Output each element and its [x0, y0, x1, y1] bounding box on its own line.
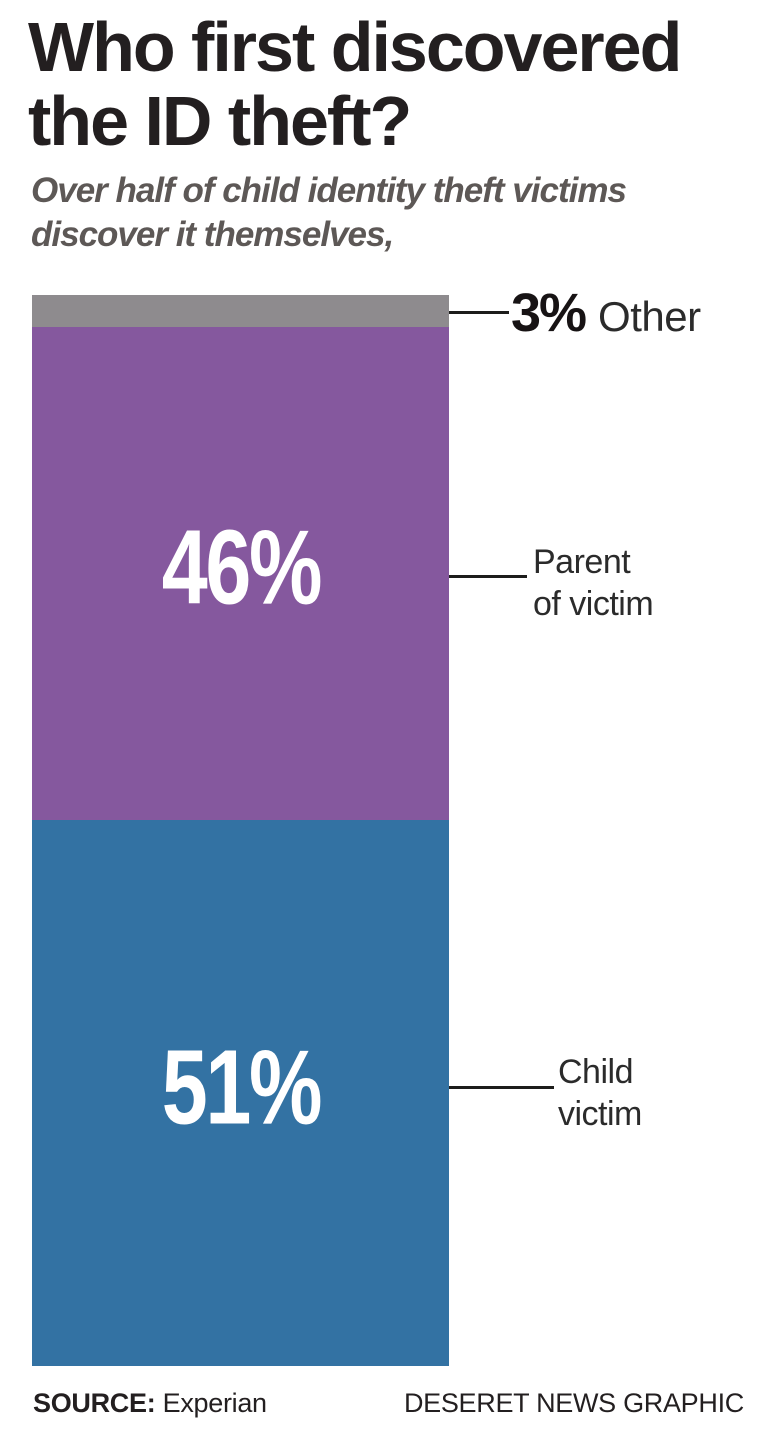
stacked-bar: 46% 51% — [32, 295, 449, 1366]
chart-subtitle: Over half of child identity theft victim… — [31, 171, 627, 254]
source-label: SOURCE: — [33, 1388, 156, 1418]
callout-label-parent: Parent of victim — [533, 543, 654, 623]
callout-label-other: 3% Other — [511, 282, 701, 344]
credit-note: DESERET NEWS GRAPHIC — [403, 1388, 744, 1418]
bar-segment-other — [32, 295, 449, 328]
page-title: Who first discovered the ID theft? — [28, 8, 682, 160]
source-name: Experian — [155, 1388, 267, 1418]
callout-line-parent — [449, 575, 527, 578]
callout-label-child: Child victim — [558, 1053, 642, 1133]
source-note: SOURCE: Experian — [33, 1388, 267, 1419]
other-value: 3% — [511, 283, 587, 343]
segment-value-label-child: 51% — [161, 1028, 322, 1147]
bar-segment-child: 51% — [32, 819, 449, 1366]
callout-line-child — [449, 1086, 554, 1089]
other-category: Other — [598, 293, 701, 340]
bar-segment-parent: 46% — [32, 327, 449, 820]
callout-line-other — [449, 311, 509, 314]
segment-value-label-parent: 46% — [161, 509, 322, 628]
